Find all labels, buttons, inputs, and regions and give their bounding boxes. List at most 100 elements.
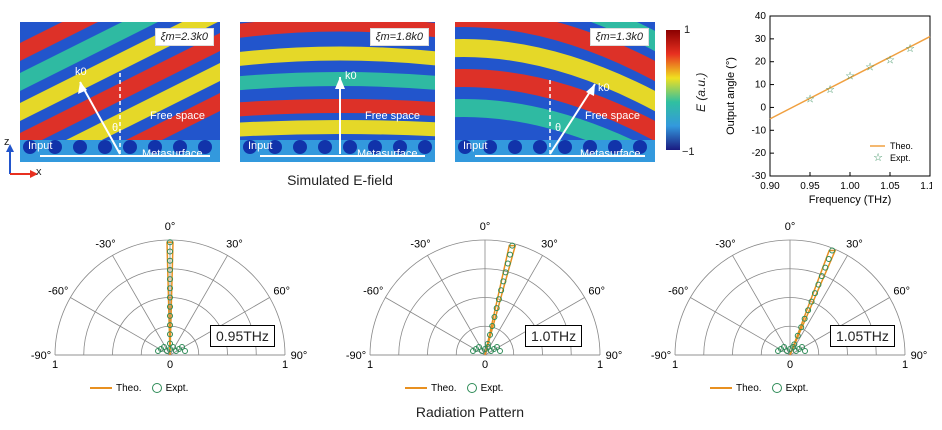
- z-axis-label: z: [4, 136, 10, 148]
- x-tick-label: 0.95: [800, 181, 820, 192]
- polar-angle-label: 60°: [273, 286, 290, 298]
- expt-point: [170, 344, 176, 350]
- k0-label: k0: [345, 70, 357, 82]
- k0-label: k0: [75, 66, 87, 78]
- radiation-caption: Radiation Pattern: [415, 404, 525, 420]
- expt-point: [504, 260, 511, 267]
- polar-angle-label: 60°: [588, 286, 605, 298]
- expt-point: ☆: [885, 54, 895, 66]
- polar-plot: 0°-30° 30°-60° 60°-90° 90°1 0 1: [31, 221, 307, 371]
- polar-angle-label: 0°: [480, 221, 491, 233]
- expt-point: [493, 305, 500, 312]
- expt-point: [500, 278, 507, 285]
- plot-frame: [769, 15, 931, 177]
- field-panel-3: ξm=1.3k0 k0 θ Free space Input Metasurfa…: [455, 22, 655, 162]
- polar-spoke: [789, 255, 848, 356]
- legend-theo-label: Theo.: [431, 383, 457, 394]
- y-tick-label: 10: [755, 80, 767, 91]
- expt-point: [167, 239, 173, 246]
- polar-radial-label: 1: [597, 359, 603, 371]
- frequency-label: 1.0THz: [525, 325, 583, 347]
- expt-point: [802, 348, 808, 354]
- x-tick-label: 1.00: [840, 181, 860, 192]
- legend-theo-swatch: [90, 387, 112, 390]
- polar-spoke: [112, 255, 171, 356]
- expt-point: [799, 344, 805, 350]
- polar-legend: Theo. Expt.: [710, 383, 808, 394]
- k0-label: k0: [598, 82, 610, 94]
- polar-angle-label: 0°: [785, 221, 796, 233]
- expt-point: [497, 348, 503, 354]
- expt-point: ☆: [865, 61, 875, 73]
- polar-legend: Theo. Expt.: [90, 383, 188, 394]
- expt-point: [825, 256, 832, 263]
- expt-point: [491, 314, 498, 321]
- legend-expt-label: Expt.: [890, 153, 911, 163]
- metasurface-label: Metasurface: [357, 148, 418, 160]
- colorbar: [666, 30, 680, 150]
- x-tick-label: 0.90: [760, 181, 780, 192]
- polar-spoke: [169, 255, 228, 356]
- expt-point: ☆: [845, 70, 855, 82]
- expt-point: [829, 247, 836, 254]
- theo-lobe: [166, 241, 174, 356]
- metasurface-label: Metasurface: [580, 148, 641, 160]
- expt-point: [484, 340, 491, 347]
- polar-spoke: [427, 255, 486, 356]
- expt-point: [179, 344, 185, 350]
- y-tick-label: -10: [752, 125, 767, 136]
- expt-point: [167, 266, 173, 273]
- input-label: Input: [248, 140, 273, 152]
- expt-point: [167, 303, 173, 310]
- y-tick-label: 30: [755, 34, 767, 45]
- expt-point: [167, 248, 173, 255]
- expt-point: [822, 264, 829, 271]
- input-label: Input: [28, 140, 53, 152]
- legend-expt-label: Expt.: [165, 383, 189, 394]
- x-tick-label: 1.05: [880, 181, 900, 192]
- xi-label: ξm=1.3k0: [589, 28, 649, 46]
- expt-point: ☆: [805, 93, 815, 105]
- legend-expt-label: Expt.: [480, 383, 504, 394]
- colorbar-top-label: 1: [684, 24, 691, 36]
- metasurface-label: Metasurface: [142, 148, 203, 160]
- field-panel-1: ξm=2.3k0 k0 θ Free space Input Metasurfa…: [20, 22, 220, 162]
- legend-theo-label: Theo.: [116, 383, 142, 394]
- expt-point: [485, 344, 491, 350]
- polar-radial-label: 0: [482, 359, 488, 371]
- expt-point: [502, 269, 509, 276]
- polar-angle-label: -90°: [651, 350, 671, 362]
- legend-expt-swatch: [771, 383, 782, 394]
- expt-point: [781, 344, 787, 350]
- legend-expt-swatch: [466, 383, 477, 394]
- expt-point: ☆: [905, 43, 915, 55]
- expt-point: [167, 285, 173, 292]
- expt-point: [489, 322, 496, 329]
- expt-point: [167, 257, 173, 264]
- expt-point: [494, 344, 500, 350]
- legend-theo-swatch: [405, 387, 427, 390]
- expt-point: [487, 331, 494, 338]
- field-panel-2: ξm=1.8k0 k0 Free space Input Metasurface: [240, 22, 435, 162]
- y-tick-label: 40: [755, 11, 767, 22]
- legend-theo-label: Theo.: [736, 383, 762, 394]
- x-tick-label: 1.10: [920, 181, 932, 192]
- polar-angle-label: -60°: [48, 286, 68, 298]
- field-map-2: [240, 22, 435, 162]
- expt-point: [161, 344, 167, 350]
- polar-radial-label: 1: [672, 359, 678, 371]
- free-space-label: Free space: [585, 110, 641, 122]
- y-tick-label: -20: [752, 148, 767, 159]
- polar-spoke: [70, 297, 171, 356]
- expt-point: [808, 298, 815, 305]
- expt-point: [498, 287, 505, 294]
- free-space-label: Free space: [365, 110, 421, 122]
- input-label: Input: [463, 140, 488, 152]
- sim-caption: Simulated E-field: [287, 172, 393, 188]
- polar-spoke: [690, 297, 791, 356]
- polar-angle-label: -60°: [668, 286, 688, 298]
- expt-point: [182, 348, 188, 354]
- legend-theo-label: Theo.: [890, 141, 913, 151]
- xi-label: ξm=2.3k0: [154, 28, 214, 46]
- expt-point: [167, 294, 173, 301]
